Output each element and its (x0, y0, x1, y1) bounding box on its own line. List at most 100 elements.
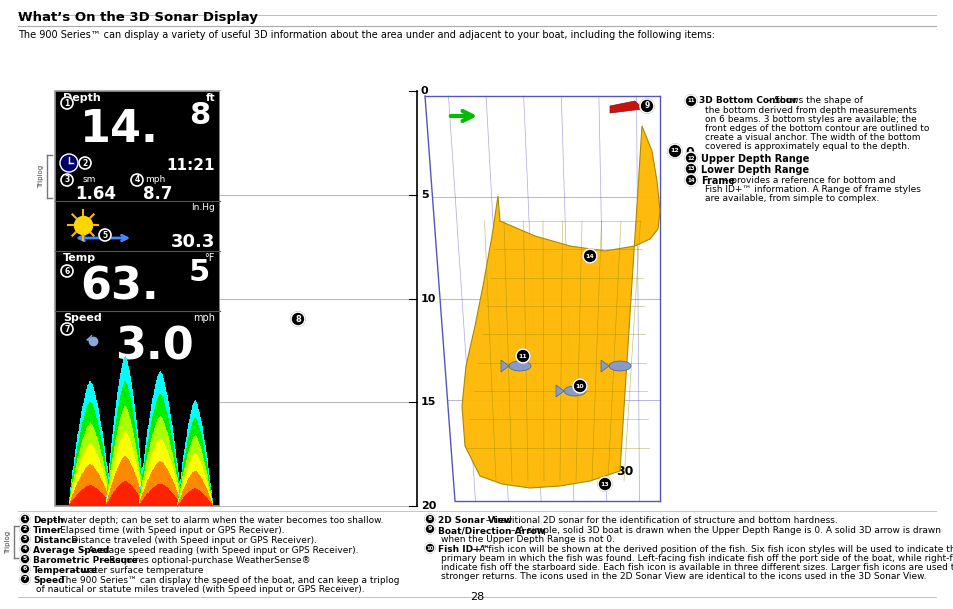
Text: covered is approximately equal to the depth.: covered is approximately equal to the de… (704, 142, 909, 151)
Text: 15: 15 (420, 397, 436, 407)
Text: The 900 Series™ can display a variety of useful 3D information about the area un: The 900 Series™ can display a variety of… (18, 30, 714, 40)
Text: – traditional 2D sonar for the identification of structure and bottom hardness.: – traditional 2D sonar for the identific… (483, 516, 838, 525)
Text: 2D Sonar View: 2D Sonar View (437, 516, 512, 525)
Text: 0: 0 (684, 146, 693, 159)
Text: 7: 7 (64, 325, 70, 334)
Text: Boat/Direction Arrow: Boat/Direction Arrow (437, 526, 544, 535)
Text: Temp: Temp (63, 253, 96, 263)
Circle shape (598, 477, 612, 491)
Text: 1.64: 1.64 (75, 185, 116, 203)
Text: Lower Depth Range: Lower Depth Range (700, 165, 808, 175)
Text: 11:21: 11:21 (167, 158, 214, 173)
Text: indicate fish off the starboard side. Each fish icon is available in three diffe: indicate fish off the starboard side. Ea… (440, 563, 953, 572)
Circle shape (61, 265, 73, 277)
Text: sm: sm (83, 175, 96, 184)
Circle shape (20, 534, 30, 544)
Text: 2: 2 (82, 158, 88, 167)
Circle shape (424, 514, 435, 524)
Text: 3.0: 3.0 (115, 325, 193, 368)
Circle shape (291, 312, 305, 326)
Text: Speed: Speed (63, 313, 102, 323)
Text: 20: 20 (420, 501, 436, 511)
Text: 5: 5 (102, 230, 108, 239)
Circle shape (99, 229, 111, 241)
Polygon shape (461, 126, 659, 488)
Text: Depth: Depth (63, 93, 101, 103)
Text: 12: 12 (670, 149, 679, 153)
Text: create a visual anchor. The width of the bottom: create a visual anchor. The width of the… (704, 133, 920, 142)
Text: primary beam in which the fish was found. Left-facing fish indicate fish off the: primary beam in which the fish was found… (440, 554, 953, 563)
Text: – water surface temperature: – water surface temperature (71, 566, 204, 575)
Text: Timer: Timer (33, 526, 62, 535)
Text: 3: 3 (23, 537, 27, 541)
Text: when the Upper Depth Range is not 0.: when the Upper Depth Range is not 0. (440, 535, 615, 544)
Circle shape (20, 514, 30, 524)
Text: 5: 5 (189, 258, 210, 287)
Text: mph: mph (145, 175, 165, 184)
Text: 10: 10 (575, 384, 583, 389)
Text: 8: 8 (294, 314, 300, 323)
Text: the bottom derived from depth measurements: the bottom derived from depth measuremen… (704, 106, 916, 115)
Circle shape (131, 174, 143, 186)
Ellipse shape (563, 386, 585, 396)
Bar (220, 91, 416, 506)
Text: – water depth; can be set to alarm when the water becomes too shallow.: – water depth; can be set to alarm when … (51, 516, 384, 525)
Text: – Shows the shape of: – Shows the shape of (763, 96, 862, 105)
Text: Upper Depth Range: Upper Depth Range (700, 154, 808, 164)
Text: Barometric Pressure: Barometric Pressure (33, 556, 137, 565)
Text: 12: 12 (686, 155, 694, 161)
Text: 1: 1 (64, 99, 70, 108)
Text: Depth: Depth (33, 516, 64, 525)
Polygon shape (609, 101, 642, 113)
Polygon shape (600, 360, 608, 372)
Text: 5: 5 (420, 190, 428, 200)
Text: What’s On the 3D Sonar Display: What’s On the 3D Sonar Display (18, 11, 257, 24)
Text: – Elapsed time (with Speed input or GPS Receiver).: – Elapsed time (with Speed input or GPS … (51, 526, 285, 535)
Circle shape (61, 97, 73, 109)
Text: 14.: 14. (80, 108, 159, 151)
Text: – A fish icon will be shown at the derived position of the fish. Six fish icon s: – A fish icon will be shown at the deriv… (469, 545, 953, 554)
Text: 4: 4 (23, 546, 27, 552)
Circle shape (79, 157, 91, 169)
Text: 14: 14 (585, 253, 594, 258)
Text: 3: 3 (64, 175, 70, 185)
Text: 8: 8 (427, 516, 432, 521)
Text: Temperature: Temperature (33, 566, 98, 575)
Circle shape (20, 554, 30, 564)
Circle shape (20, 524, 30, 534)
Circle shape (20, 574, 30, 584)
Circle shape (639, 99, 654, 113)
Text: 11: 11 (518, 353, 527, 359)
Circle shape (20, 544, 30, 554)
Ellipse shape (509, 361, 531, 371)
Circle shape (61, 323, 73, 335)
Text: 6: 6 (64, 267, 70, 275)
Text: – Requires optional-purchase WeatherSense®: – Requires optional-purchase WeatherSens… (99, 556, 311, 565)
Text: Triplog: Triplog (5, 530, 11, 554)
Circle shape (61, 174, 73, 186)
Circle shape (20, 564, 30, 574)
Text: of nautical or statute miles traveled (with Speed input or GPS Receiver).: of nautical or statute miles traveled (w… (36, 585, 364, 594)
Text: 63.: 63. (80, 265, 158, 308)
Text: 2: 2 (23, 527, 27, 532)
Text: Speed: Speed (33, 576, 65, 585)
Text: mph: mph (193, 313, 214, 323)
Text: In.Hg: In.Hg (191, 203, 214, 212)
Text: 8: 8 (189, 101, 210, 130)
Text: °F: °F (204, 253, 214, 263)
Text: Frame: Frame (700, 176, 734, 186)
Text: – The 900 Series™ can display the speed of the boat, and can keep a triplog: – The 900 Series™ can display the speed … (51, 576, 399, 585)
Text: 14: 14 (686, 177, 694, 183)
Circle shape (60, 154, 78, 172)
Text: Triplog: Triplog (38, 165, 44, 188)
Text: 28: 28 (470, 592, 483, 602)
Text: 4: 4 (134, 175, 139, 185)
Text: – A simple, solid 3D boat is drawn when the Upper Depth Range is 0. A solid 3D a: – A simple, solid 3D boat is drawn when … (507, 526, 940, 535)
Text: stronger returns. The icons used in the 2D Sonar View are identical to the icons: stronger returns. The icons used in the … (440, 572, 925, 581)
Text: 5: 5 (23, 557, 27, 561)
Polygon shape (500, 360, 509, 372)
Polygon shape (556, 385, 563, 397)
Text: – Distance traveled (with Speed input or GPS Receiver).: – Distance traveled (with Speed input or… (61, 536, 316, 545)
Text: 8.7: 8.7 (143, 185, 172, 203)
Circle shape (516, 349, 530, 363)
